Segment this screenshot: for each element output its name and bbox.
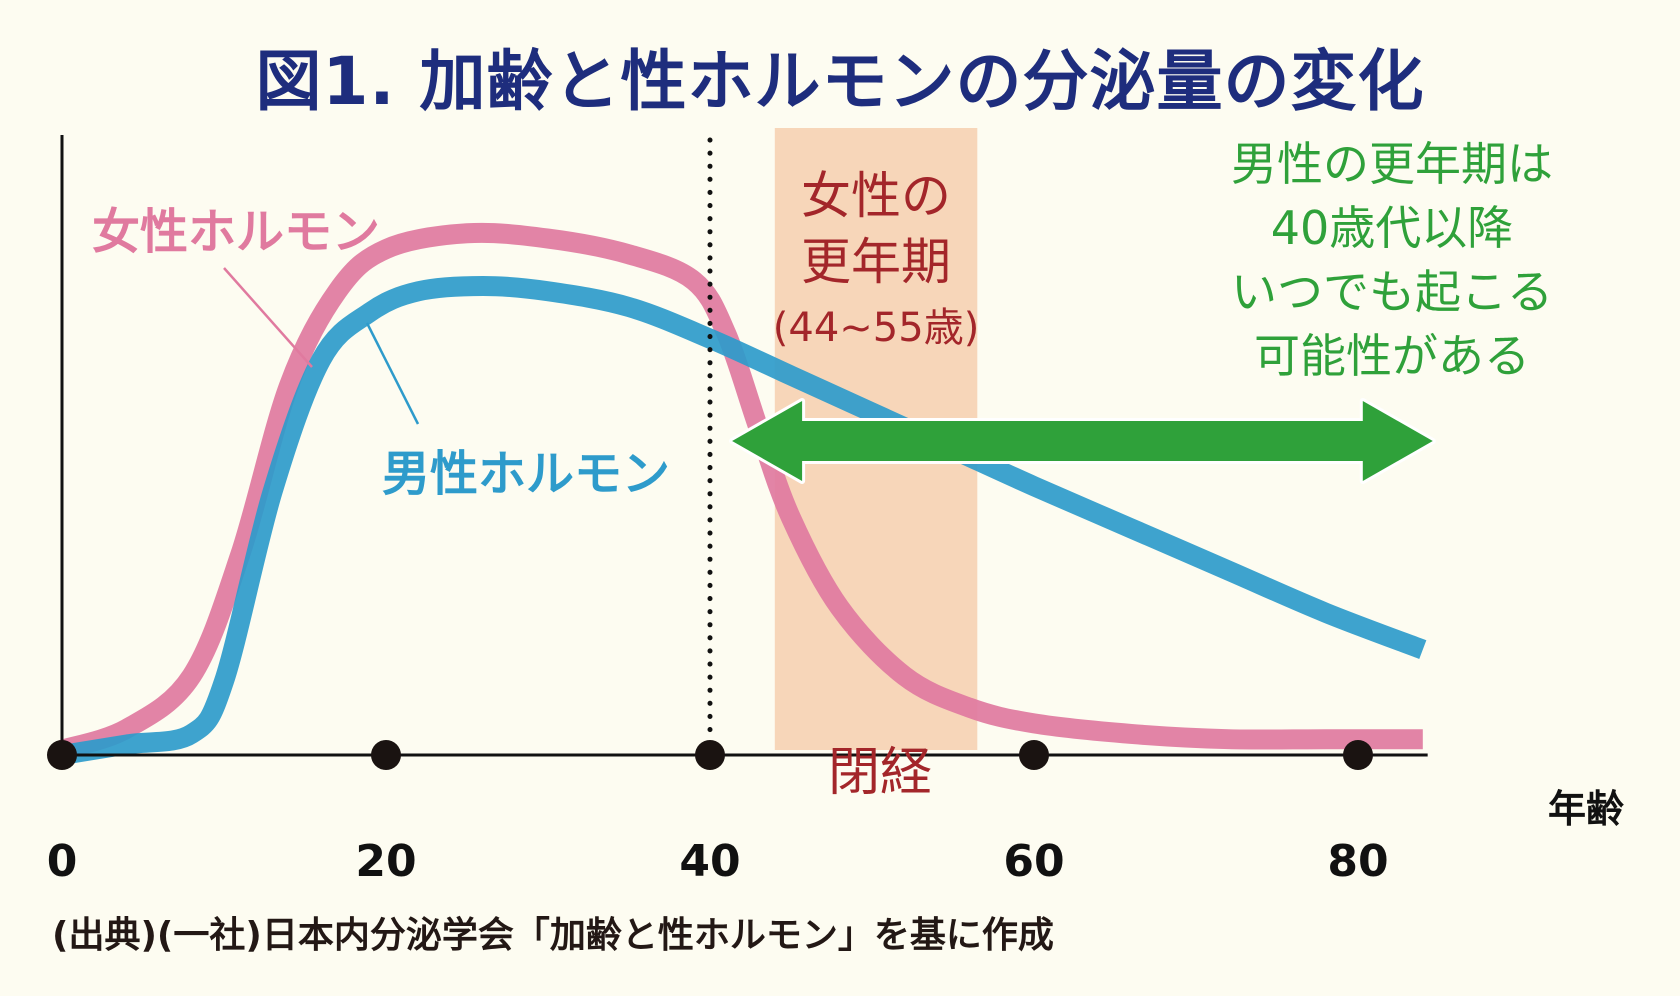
axis-layer: 0 20 40 60 80 年齢: [47, 135, 1624, 887]
male-climacteric-note-line-3: 可能性がある: [1254, 329, 1530, 383]
x-tick-dot-20: [371, 740, 401, 770]
x-tick-label-80: 80: [1327, 836, 1388, 887]
x-tick-dot-0: [47, 740, 77, 770]
male-climacteric-double-arrow: [729, 398, 1436, 484]
menopause-label-line-0: 女性の: [801, 167, 951, 225]
chart-title: 図1. 加齢と性ホルモンの分泌量の変化: [255, 43, 1425, 120]
x-tick-dot-80: [1343, 740, 1373, 770]
x-tick-label-60: 60: [1003, 836, 1064, 887]
x-tick-label-0: 0: [47, 836, 78, 887]
male-climacteric-note-line-0: 男性の更年期は: [1231, 137, 1553, 191]
x-tick-label-20: 20: [355, 836, 416, 887]
male-climacteric-note-line-1: 40歳代以降: [1271, 201, 1514, 255]
x-tick-label-40: 40: [679, 836, 740, 887]
male-hormone-label: 男性ホルモン: [382, 446, 670, 502]
series-layer: [58, 222, 1427, 765]
male-climacteric-note-line-2: いつでも起こる: [1231, 265, 1553, 319]
x-tick-dot-60: [1019, 740, 1049, 770]
x-tick-dot-40: [695, 740, 725, 770]
menopause-bottom-label: 閉経: [828, 743, 932, 803]
female-label-leader-line: [223, 267, 313, 368]
menopause-label-line-1: 更年期: [801, 233, 951, 291]
menopause-label-line-2: (44~55歳): [773, 305, 980, 351]
female-hormone-label: 女性ホルモン: [92, 204, 380, 260]
male-hormone-line: [60, 275, 1427, 765]
male-label-leader-line: [365, 322, 420, 425]
source-note: (出典)(一社)日本内分泌学会「加齢と性ホルモン」を基に作成: [52, 915, 1054, 956]
x-axis-label: 年齢: [1548, 787, 1624, 831]
female-hormone-line: [58, 222, 1423, 760]
